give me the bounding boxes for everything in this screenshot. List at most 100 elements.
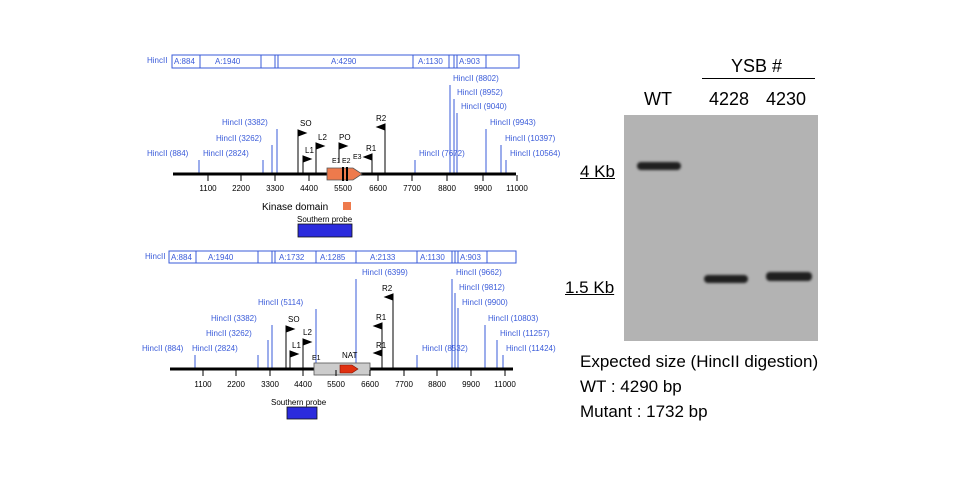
wt-primer-label: PO: [339, 133, 351, 142]
mutant-axis-tick-label: 11000: [494, 380, 516, 389]
mutant-primers: [285, 293, 394, 369]
wt-primer-l1-arrow: [302, 155, 313, 163]
wt-fragment-label: A:1130: [418, 57, 443, 66]
wt-primer-label: L1: [305, 146, 314, 155]
wt-exon-label: E2: [342, 158, 351, 165]
wt-primer-r1-arrow: [362, 153, 373, 161]
wt-site-label: HincII (8802): [453, 74, 499, 83]
size-marker-1-5kb: 1.5 Kb: [565, 278, 615, 297]
mutant-primer-so-arrow: [285, 325, 296, 333]
wt-axis-tick-label: 5500: [334, 184, 352, 193]
nat-marker-arrow: [339, 364, 359, 374]
wt-site-label: HincII (884): [147, 149, 189, 158]
mutant-primer-r1a-arrow: [372, 322, 383, 330]
wt-primer-label: L2: [318, 133, 327, 142]
wt-kinase-domain: [326, 167, 363, 181]
mutant-cassette: [313, 362, 371, 376]
mutant-axis-tick-label: 4400: [294, 380, 312, 389]
mutant-fragment-box: [168, 250, 517, 264]
expected-size-wt: WT : 4290 bp: [580, 377, 682, 396]
kinase-legend-label: Kinase domain: [262, 202, 328, 213]
mutant-fragment-label: A:1732: [279, 253, 305, 262]
mutant-site-label: HincII (5114): [258, 298, 304, 307]
wt-primer-label: SO: [300, 119, 312, 128]
wt-gene-arrow: [326, 167, 363, 181]
wt-primer-l2-arrow: [315, 142, 326, 150]
wt-fragment-label: A:4290: [331, 57, 357, 66]
wt-fragment-label: A:884: [174, 57, 195, 66]
mutant-primer-label: SO: [288, 315, 300, 324]
wt-site-label: HincII (7672): [419, 149, 465, 158]
mutant-axis-tick-label: 7700: [395, 380, 413, 389]
mutant-hinc-label: HincII: [145, 252, 165, 261]
wt-axis-tick-label: 2200: [232, 184, 250, 193]
wt-fragment-box: [171, 54, 520, 69]
mutant-primer-l2-arrow: [302, 338, 313, 346]
mutant-site-label: HincII (9812): [459, 283, 505, 292]
wt-map: HincII A:884 A:1940 A:4290 A:1130 A:903: [147, 54, 561, 238]
wt-hinc-label: HincII: [147, 56, 167, 65]
strain-header: YSB #: [731, 56, 783, 76]
mutant-site-label: HincII (9662): [456, 268, 502, 277]
mutant-axis-tick-label: 2200: [227, 380, 245, 389]
wt-site-label: HincII (8952): [457, 88, 503, 97]
mutant-primer-label: R1: [376, 313, 387, 322]
mutant-site-label: HincII (10803): [488, 314, 539, 323]
mutant-axis-tick-label: 1100: [194, 380, 212, 389]
mutant-axis-tick-label: 8800: [428, 380, 446, 389]
band-wt-4kb: [637, 162, 681, 170]
mutant-southern-probe: [286, 406, 318, 420]
wt-site-label: HincII (9040): [461, 102, 507, 111]
mutant-fragment-label: A:1285: [320, 253, 346, 262]
wt-primer-label: R1: [366, 144, 377, 153]
mutant-exon-label: E1: [312, 355, 321, 362]
wt-fragment-bar: HincII A:884 A:1940 A:4290 A:1130 A:903: [147, 54, 520, 69]
mutant-fragment-label: A:2133: [370, 253, 396, 262]
southern-blot-gel: [624, 115, 818, 341]
mutant-axis-ticks: [202, 370, 506, 376]
wt-axis-tick-label: 3300: [266, 184, 284, 193]
expected-size-mutant: Mutant : 1732 bp: [580, 402, 708, 421]
wt-axis-tick-label: 11000: [506, 184, 528, 193]
nat-label: NAT: [342, 351, 358, 360]
expected-size-title: Expected size (HincII digestion): [580, 352, 819, 371]
wt-axis-ticks: [207, 175, 518, 181]
mutant-fragment-label: A:903: [460, 253, 481, 262]
wt-exon-label: E1: [332, 158, 341, 165]
wt-axis-tick-label: 6600: [369, 184, 387, 193]
mutant-site-lines: [194, 279, 504, 369]
lane-label-wt: WT: [644, 89, 672, 109]
mutant-primer-label: R1: [376, 341, 387, 350]
mutant-site-label: HincII (3262): [206, 329, 252, 338]
wt-primer-so-arrow: [297, 129, 308, 137]
mutant-primer-label: R2: [382, 284, 393, 293]
wt-primer-r2-arrow: [375, 123, 386, 131]
mutant-site-label: HincII (6399): [362, 268, 408, 277]
restriction-maps: HincII A:884 A:1940 A:4290 A:1130 A:903: [142, 54, 561, 420]
wt-site-label: HincII (10397): [505, 134, 556, 143]
mutant-fragment-label: A:1130: [420, 253, 445, 262]
mutant-probe-label: Southern probe: [271, 398, 327, 407]
mutant-primer-label: L2: [303, 328, 312, 337]
mutant-site-label: HincII (884): [142, 344, 184, 353]
wt-southern-probe: [297, 223, 353, 238]
mutant-site-label: HincII (8532): [422, 344, 468, 353]
band-4228-1-5kb: [704, 275, 748, 283]
kinase-legend-swatch: [343, 202, 351, 210]
mutant-fragment-label: A:884: [171, 253, 192, 262]
mutant-axis-tick-label: 9900: [462, 380, 480, 389]
wt-site-label: HincII (3382): [222, 118, 268, 127]
wt-axis-tick-label: 9900: [474, 184, 492, 193]
mutant-primer-label: L1: [292, 341, 301, 350]
mutant-primer-r2-arrow: [383, 293, 394, 301]
wt-probe-label: Southern probe: [297, 215, 353, 224]
mutant-site-label: HincII (11257): [500, 329, 550, 338]
wt-exon-label: E3: [353, 154, 362, 161]
band-4230-1-5kb: [766, 272, 812, 281]
wt-site-label: HincII (2824): [203, 149, 249, 158]
mutant-site-label: HincII (2824): [192, 344, 238, 353]
wt-axis-tick-label: 7700: [403, 184, 421, 193]
strain-header-underline: [702, 78, 815, 79]
mutant-axis-tick-label: 3300: [261, 380, 279, 389]
mutant-axis-tick-label: 5500: [327, 380, 345, 389]
